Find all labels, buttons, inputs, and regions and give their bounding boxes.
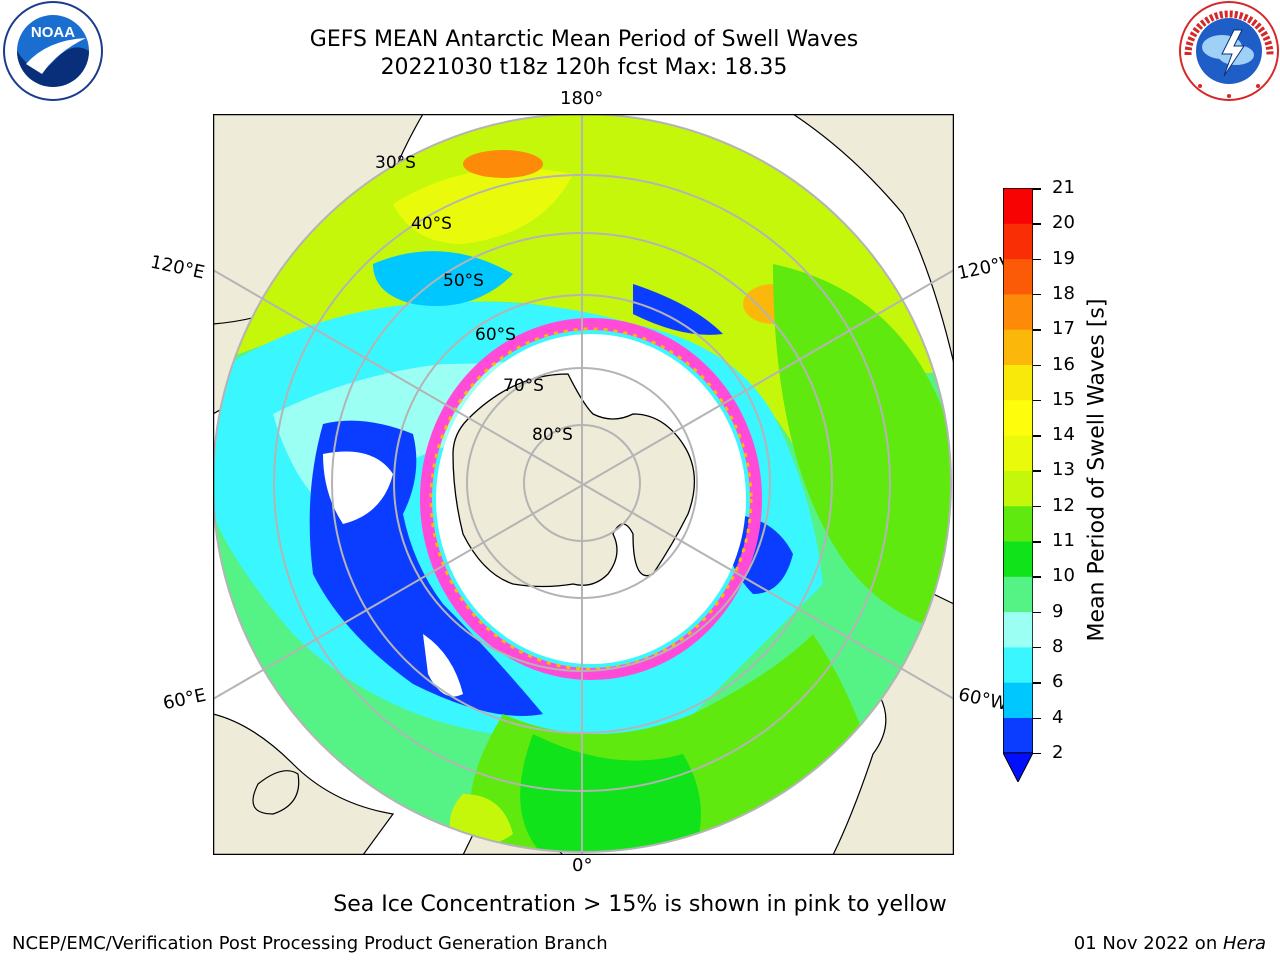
colorbar-label: Mean Period of Swell Waves [s] [1084, 298, 1110, 642]
colorbar-bin [1003, 293, 1033, 330]
colorbar-tick-mark [1033, 223, 1041, 225]
map-panel: 30°S 40°S 50°S 60°S 70°S 80°S [213, 114, 954, 855]
colorbar-bin [1003, 470, 1033, 507]
colorbar-tick-mark [1033, 188, 1041, 190]
generation-date: 01 Nov 2022 on Hera [1073, 933, 1266, 954]
colorbar-tick-mark [1033, 505, 1041, 508]
colorbar-tick-label: 8 [1052, 635, 1064, 657]
colorbar-tick-mark [1033, 752, 1041, 755]
colorbar-under-arrow [1003, 752, 1033, 782]
colorbar-bin [1003, 682, 1033, 718]
colorbar-tick-mark [1033, 364, 1041, 366]
colorbar-bin [1003, 717, 1033, 754]
colorbar-bin [1003, 505, 1033, 542]
colorbar-tick-label: 16 [1052, 353, 1075, 375]
colorbar-tick-mark [1033, 646, 1041, 649]
colorbar-tick-label: 18 [1052, 282, 1075, 304]
colorbar-bin [1003, 541, 1033, 577]
colorbar-bin [1003, 611, 1033, 648]
chart-subtitle: 20221030 t18z 120h fcst Max: 18.35 [380, 55, 788, 80]
colorbar-bin [1003, 576, 1033, 613]
lon-label-180: 180° [560, 88, 604, 109]
colorbar-tick-mark [1033, 293, 1041, 296]
colorbar-tick-mark [1033, 717, 1041, 719]
colorbar-tick-label: 19 [1052, 247, 1075, 269]
graticule [213, 114, 954, 855]
noaa-logo: NOAA [3, 1, 103, 101]
colorbar-tick-label: 17 [1052, 318, 1075, 340]
colorbar-bin [1003, 223, 1033, 260]
colorbar-bin [1003, 188, 1033, 224]
lat-label: 80°S [532, 425, 573, 445]
colorbar-bin [1003, 399, 1033, 436]
colorbar-tick-label: 4 [1052, 706, 1064, 728]
colorbar-tick-mark [1033, 399, 1041, 402]
colorbar-bin [1003, 329, 1033, 365]
colorbar-tick-label: 10 [1052, 565, 1075, 587]
colorbar-bin [1003, 364, 1033, 401]
lat-label: 50°S [443, 271, 484, 291]
lon-label-0: 0° [572, 855, 593, 876]
lon-label-60e: 60°E [161, 684, 208, 715]
colorbar-tick-label: 13 [1052, 459, 1075, 481]
lat-label: 70°S [503, 376, 544, 396]
colorbar-tick-label: 21 [1052, 177, 1075, 198]
colorbar-tick-mark [1033, 470, 1041, 472]
colorbar-bin [1003, 258, 1033, 295]
latitude-labels: 30°S 40°S 50°S 60°S 70°S 80°S [375, 153, 573, 445]
colorbar-tick-label: 2 [1052, 741, 1064, 763]
chart-title: GEFS MEAN Antarctic Mean Period of Swell… [309, 27, 859, 52]
colorbar-tick-mark [1033, 576, 1041, 578]
colorbar-tick-mark [1033, 435, 1041, 437]
colorbar-tick-mark [1033, 682, 1041, 684]
noaa-wordmark: NOAA [31, 24, 75, 41]
colorbar-tick-label: 6 [1052, 671, 1064, 693]
colorbar-bin [1003, 646, 1033, 683]
producer-credit: NCEP/EMC/Verification Post Processing Pr… [12, 933, 608, 954]
colorbar-tick-mark [1033, 258, 1041, 261]
antarctica [452, 373, 696, 588]
colorbar-tick-label: 20 [1052, 212, 1075, 234]
colorbar-tick-label: 12 [1052, 494, 1075, 516]
sea-ice-edge [420, 318, 762, 680]
colorbar-tick-label: 14 [1052, 424, 1075, 446]
colorbar-bin [1003, 435, 1033, 471]
lat-label: 30°S [375, 153, 416, 173]
lon-label-120e: 120°E [148, 251, 207, 284]
map-canvas: 30°S 40°S 50°S 60°S 70°S 80°S [213, 114, 954, 855]
colorbar-tick-label: 15 [1052, 388, 1075, 410]
colorbar-tick-mark [1033, 541, 1041, 543]
lon-label-60w: 60°W [956, 684, 1010, 715]
nws-logo [1179, 1, 1279, 101]
colorbar-tick-label: 9 [1052, 600, 1064, 622]
colorbar [1003, 188, 1033, 782]
lat-label: 40°S [411, 214, 452, 234]
colorbar-tick-mark [1033, 611, 1041, 614]
colorbar-tick-mark [1033, 329, 1041, 331]
colorbar-tick-label: 11 [1052, 530, 1075, 551]
sea-ice-note: Sea Ice Concentration > 15% is shown in … [333, 892, 947, 917]
lat-label: 60°S [475, 325, 516, 345]
